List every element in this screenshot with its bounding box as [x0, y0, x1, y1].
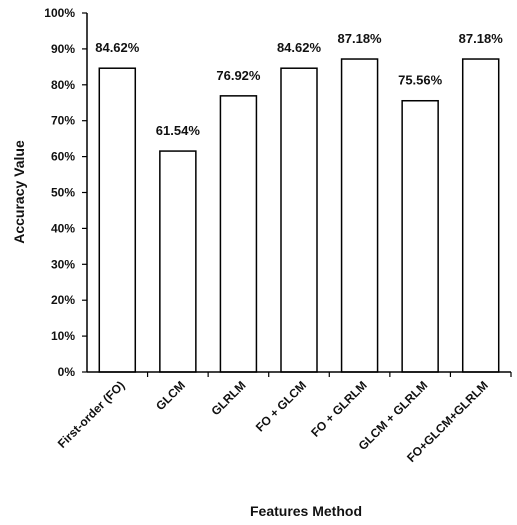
y-tick-label: 70% — [51, 114, 75, 128]
bar — [219, 95, 258, 373]
y-tick-label: 60% — [51, 150, 75, 164]
bar — [159, 150, 197, 373]
x-tick-label: FO + GLCM — [253, 378, 309, 434]
y-tick-label: 0% — [58, 365, 76, 379]
x-tick-label: First-order (FO) — [55, 378, 128, 451]
x-tick-label: GLCM — [153, 378, 188, 413]
y-axis: 0% 10% 20% 30% 40% 50% 60% 70% 80% 90% 100% — [44, 6, 88, 379]
bar — [340, 58, 379, 373]
x-axis-title: Features Method — [250, 503, 362, 519]
bar — [280, 67, 318, 373]
bar — [401, 99, 439, 373]
y-tick-label: 90% — [51, 42, 75, 56]
y-tick-label: 80% — [51, 78, 75, 92]
y-tick-label: 40% — [51, 221, 75, 235]
y-tick-label: 10% — [51, 329, 75, 343]
bar — [461, 58, 500, 373]
data-labels: 84.62% 61.54% 76.92% 84.62% 87.18% 75.56% 87.1… — [95, 31, 503, 138]
data-label: 84.62% — [95, 40, 140, 55]
data-label: 84.62% — [277, 40, 322, 55]
bar — [98, 67, 137, 373]
x-tick-label: GLRLM — [208, 378, 248, 418]
data-label: 75.56% — [398, 73, 443, 88]
y-axis-title: Accuracy Value — [11, 140, 27, 244]
data-label: 87.18% — [459, 31, 504, 46]
x-axis: First-order (FO) GLCM GLRLM FO + GLCM FO + G… — [55, 371, 512, 465]
data-label: 87.18% — [338, 31, 383, 46]
y-tick-label: 20% — [51, 293, 75, 307]
y-tick-label: 50% — [51, 186, 75, 200]
y-tick-label: 30% — [51, 257, 75, 271]
data-label: 61.54% — [156, 123, 201, 138]
y-tick-label: 100% — [44, 6, 75, 20]
bars — [98, 58, 500, 373]
data-label: 76.92% — [216, 68, 261, 83]
x-tick-label: FO + GLRLM — [308, 378, 370, 440]
